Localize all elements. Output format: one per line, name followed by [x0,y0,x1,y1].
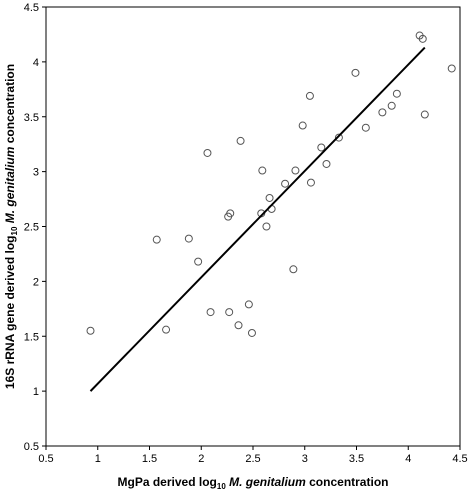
data-point [289,265,298,274]
x-tick-label: 2.5 [245,453,260,465]
x-tick-label: 3.5 [349,453,364,465]
y-axis-label-subscript: 10 [10,226,19,235]
data-point [258,166,267,175]
x-axis-label: MgPa derived log10 M. genitalium concent… [118,475,389,491]
data-point [387,101,396,110]
y-tick-label: 3 [33,167,39,179]
data-point [361,123,370,132]
x-tick-label: 4.5 [452,453,467,465]
data-point [305,91,314,100]
x-axis-label-species: M. genitalium [229,475,306,489]
data-point [334,133,343,142]
x-tick-label: 3 [302,453,308,465]
y-axis-ticks: 0.5 1 1.5 2 2.5 3 3.5 4 4.5 [24,2,46,453]
y-axis-label-suffix: concentration [3,64,17,147]
plot-area-frame [45,6,461,447]
y-tick-label: 1.5 [24,331,39,343]
regression-line [89,46,426,392]
data-point [447,64,456,73]
data-point [262,222,271,231]
data-point [86,326,95,335]
y-tick-label: 4.5 [24,2,39,14]
x-axis-label-suffix: concentration [306,475,389,489]
data-point [265,193,274,202]
y-tick-label: 0.5 [24,441,39,453]
data-point [281,179,290,188]
data-point [236,136,245,145]
data-point [244,300,253,309]
data-point [234,321,243,330]
data-point [162,325,171,334]
data-point [226,209,235,218]
y-axis-label-species: M. genitalium [3,146,17,223]
data-point [420,110,429,119]
data-point [203,148,212,157]
data-point [317,143,326,152]
data-point [225,308,234,317]
data-point [378,108,387,117]
data-point [194,257,203,266]
x-tick-label: 1.5 [142,453,157,465]
data-points [86,31,456,337]
data-point [184,234,193,243]
data-point [291,166,300,175]
data-point [306,178,315,187]
data-point [152,235,161,244]
y-tick-label: 4 [33,57,39,69]
x-tick-label: 2 [198,453,204,465]
x-tick-label: 0.5 [38,453,53,465]
data-point [418,34,427,43]
y-tick-label: 2 [33,276,39,288]
data-point [298,121,307,130]
y-tick-label: 1 [33,386,39,398]
y-tick-label: 2.5 [24,222,39,234]
data-point [247,328,256,337]
x-tick-label: 4 [405,453,411,465]
data-point [351,68,360,77]
data-point [322,159,331,168]
x-axis-ticks: 0.5 1 1.5 2 2.5 3 3.5 4 4.5 [38,446,468,465]
x-axis-label-subscript: 10 [217,482,226,491]
data-point [392,89,401,98]
data-point [206,308,215,317]
x-axis-label-prefix: MgPa derived log [118,475,217,489]
y-axis-label: 16S rRNA gene derived log10 M. genitaliu… [3,64,19,389]
x-tick-label: 1 [95,453,101,465]
y-axis-label-prefix: 16S rRNA gene derived log [3,236,17,390]
y-tick-label: 3.5 [24,112,39,124]
